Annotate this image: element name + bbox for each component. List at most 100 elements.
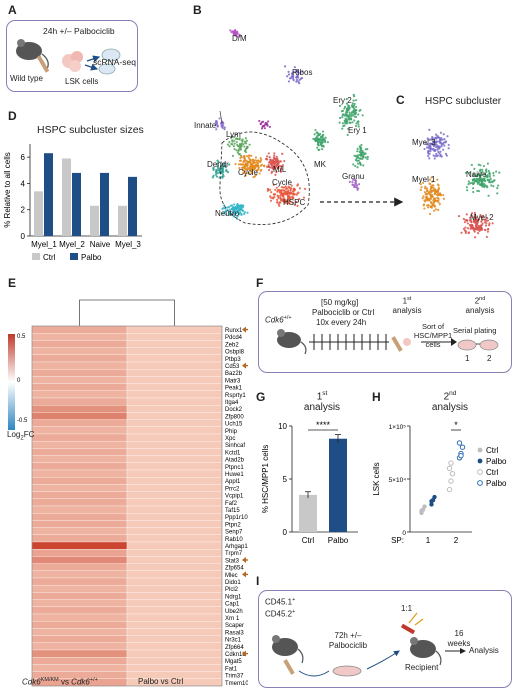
umap-point	[268, 125, 271, 129]
heatmap-cell	[126, 441, 223, 449]
umap-label-lym: Lym	[226, 130, 241, 139]
d-bar-palbo	[44, 153, 53, 236]
umap-point	[245, 164, 248, 167]
subcluster-point	[468, 171, 471, 174]
umap-point	[281, 199, 284, 202]
umap-point	[344, 113, 347, 116]
umap-point	[345, 98, 348, 101]
umap-point	[223, 128, 226, 131]
subcluster-point	[430, 147, 433, 150]
umap-point	[290, 75, 293, 78]
subcluster-point	[433, 140, 436, 143]
subcluster-point	[428, 147, 431, 150]
subcluster-point	[422, 204, 425, 207]
heatmap-cell	[31, 592, 128, 600]
mouse-icon	[16, 39, 49, 70]
umap-point	[274, 164, 278, 168]
subcluster-point	[481, 185, 484, 188]
subcluster-point	[427, 144, 430, 147]
umap-point	[275, 155, 278, 158]
panel-f-analysis-2: 2nd analysis	[465, 296, 495, 315]
subcluster-point	[421, 181, 425, 185]
heatmap-cell	[31, 325, 128, 334]
heatmap-cell	[31, 448, 128, 456]
umap-point	[278, 204, 281, 207]
panel-i-letter: I	[256, 574, 260, 588]
gene-label: Vcpip1	[225, 494, 244, 500]
subcluster-point	[446, 135, 449, 138]
subcluster-point	[466, 222, 469, 225]
subcluster-point	[479, 215, 482, 218]
heatmap-cell	[31, 498, 128, 507]
gene-label: Trpm7	[225, 551, 243, 557]
panel-f-analysis-1: 1st analysis	[392, 296, 422, 315]
umap-point	[240, 155, 243, 159]
subcluster-point	[436, 145, 439, 148]
umap-point	[353, 107, 356, 110]
umap-point	[268, 160, 271, 163]
umap-point	[293, 66, 296, 69]
umap-point	[269, 158, 272, 161]
umap-point	[220, 123, 223, 126]
umap-point	[292, 77, 295, 81]
subcluster-point	[472, 216, 476, 219]
umap-label-ribos: Ribos	[292, 68, 313, 77]
umap-point	[298, 78, 301, 81]
umap-point	[289, 186, 292, 190]
subcluster-point	[438, 193, 441, 197]
subcluster-point	[473, 236, 477, 239]
h-legend-marker	[477, 447, 483, 453]
umap-point	[272, 165, 275, 168]
d-x-tick-label: Myel_2	[59, 240, 85, 249]
umap-point	[232, 136, 235, 139]
umap-point	[211, 176, 214, 179]
umap-point	[237, 144, 240, 148]
subcluster-point	[424, 200, 427, 203]
subcluster-point	[431, 195, 434, 198]
injection-ticks	[309, 334, 389, 350]
umap-point	[358, 157, 361, 160]
umap-point	[289, 76, 293, 80]
umap-point	[225, 213, 228, 216]
subcluster-point	[444, 140, 448, 143]
subcluster-point	[485, 219, 488, 222]
subcluster-point	[486, 179, 489, 182]
umap-point	[215, 175, 219, 178]
umap-point	[239, 163, 242, 166]
subcluster-point	[432, 199, 435, 202]
bone-icon	[36, 55, 50, 73]
umap-point	[250, 172, 253, 175]
panel-i-treatment: 72h +/– Palbociclib	[328, 631, 368, 650]
subcluster-label-myel3: Myel 3	[412, 138, 436, 147]
heatmap-cell	[31, 570, 128, 579]
umap-point	[287, 185, 290, 188]
gene-label: Stat3	[225, 558, 240, 564]
heatmap-cell	[31, 621, 128, 629]
umap-point	[233, 139, 236, 142]
umap-point	[252, 161, 255, 164]
subcluster-point	[425, 143, 428, 146]
panel-d-letter: D	[8, 109, 17, 123]
subcluster-point	[464, 226, 467, 229]
umap-point	[235, 141, 238, 144]
umap-point	[293, 203, 296, 206]
umap-point	[287, 80, 291, 83]
umap-point	[279, 194, 282, 197]
umap-point	[280, 168, 283, 171]
subcluster-point	[427, 149, 430, 152]
umap-label-ml: M/L	[273, 165, 287, 174]
d-bar-ctrl	[34, 191, 43, 236]
umap-point	[298, 197, 301, 201]
subcluster-point	[472, 174, 475, 178]
d-bar-palbo	[100, 172, 109, 236]
gene-label: Rasal3	[225, 630, 244, 636]
panel-e-letter: E	[8, 276, 17, 290]
subcluster-point	[428, 152, 431, 155]
chart-g-title: 1st analysis	[303, 390, 341, 414]
heatmap-cell	[31, 383, 128, 391]
umap-point	[230, 31, 233, 34]
umap-point	[221, 175, 224, 178]
subcluster-point	[441, 138, 444, 141]
subcluster-point	[480, 218, 484, 222]
panel-i-diagram	[272, 612, 466, 677]
